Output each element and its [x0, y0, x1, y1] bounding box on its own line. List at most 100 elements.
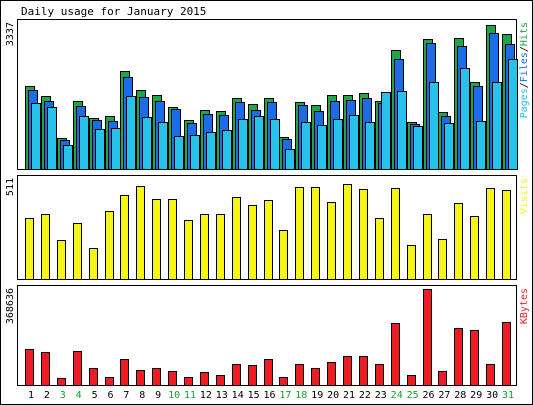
bar-visits-9: [152, 199, 161, 280]
bar-visits-21: [343, 184, 352, 280]
bar-kbytes-6: [105, 377, 114, 386]
bar-visits-13: [216, 214, 225, 280]
bar-pages-30: [492, 82, 502, 170]
bar-kbytes-3: [57, 378, 66, 386]
x-tick-label-4: 4: [76, 390, 82, 401]
bar-pages-23: [381, 92, 391, 170]
bar-visits-23: [375, 218, 384, 280]
bar-kbytes-2: [41, 352, 50, 386]
bar-pages-31: [508, 59, 518, 170]
bar-visits-4: [73, 223, 82, 280]
bar-pages-10: [174, 136, 184, 170]
bar-visits-27: [438, 239, 447, 280]
bar-visits-16: [264, 200, 273, 280]
legend-entry-top-4: Hits: [519, 22, 530, 46]
y-max-label-top: 3337: [5, 22, 16, 46]
bar-visits-3: [57, 240, 66, 280]
bar-kbytes-15: [248, 365, 257, 386]
legend-entry-bottom-0: KBytes: [519, 288, 530, 324]
legend-top: Pages/Files/Hits: [519, 22, 530, 118]
bar-pages-21: [349, 115, 359, 170]
bar-pages-1: [31, 103, 41, 170]
bar-visits-22: [359, 189, 368, 280]
x-tick-label-23: 23: [375, 390, 387, 401]
x-tick-label-30: 30: [486, 390, 498, 401]
x-tick-label-3: 3: [60, 390, 66, 401]
bar-pages-2: [47, 107, 57, 170]
x-tick-label-10: 10: [168, 390, 180, 401]
bar-pages-29: [476, 121, 486, 170]
bar-pages-14: [238, 119, 248, 170]
bar-pages-24: [397, 91, 407, 170]
bar-pages-26: [429, 82, 439, 170]
bar-pages-9: [158, 122, 168, 170]
x-tick-label-6: 6: [107, 390, 113, 401]
bar-pages-13: [222, 130, 232, 170]
bar-kbytes-28: [454, 328, 463, 386]
x-tick-label-16: 16: [263, 390, 275, 401]
bar-kbytes-10: [168, 371, 177, 386]
x-tick-label-25: 25: [407, 390, 419, 401]
bar-pages-27: [444, 123, 454, 170]
bar-kbytes-17: [279, 377, 288, 386]
chart-title: Daily usage for January 2015: [21, 5, 206, 18]
bar-pages-12: [206, 132, 216, 170]
x-tick-label-8: 8: [139, 390, 145, 401]
bar-kbytes-22: [359, 356, 368, 386]
x-tick-label-1: 1: [28, 390, 34, 401]
bar-kbytes-13: [216, 375, 225, 386]
bar-pages-11: [190, 135, 200, 170]
bar-kbytes-21: [343, 356, 352, 386]
bar-visits-30: [486, 188, 495, 280]
bar-kbytes-8: [136, 370, 145, 386]
bar-pages-28: [460, 68, 470, 170]
panel-middle: 511 Visits: [5, 175, 530, 280]
bar-visits-24: [391, 188, 400, 280]
bar-pages-6: [111, 128, 121, 170]
x-tick-label-17: 17: [279, 390, 291, 401]
bar-pages-18: [301, 122, 311, 170]
x-tick-label-18: 18: [295, 390, 307, 401]
x-axis-labels: 1 2 3 4 5 6 7 8 9 10 11 12 13 14 15 16 17 18 19 20 21 22 23 24 2…: [28, 390, 514, 401]
x-tick-label-14: 14: [232, 390, 244, 401]
x-tick-label-2: 2: [44, 390, 50, 401]
bar-kbytes-11: [184, 377, 193, 386]
x-tick-label-13: 13: [216, 390, 228, 401]
bar-pages-19: [317, 125, 327, 170]
x-tick-label-27: 27: [438, 390, 450, 401]
bar-visits-25: [407, 245, 416, 280]
bar-pages-8: [142, 117, 152, 170]
bar-kbytes-14: [232, 364, 241, 386]
x-tick-label-29: 29: [470, 390, 482, 401]
bar-visits-19: [311, 187, 320, 280]
legend-middle: Visits: [519, 178, 530, 214]
bar-kbytes-1: [25, 349, 34, 386]
panel-top: 3337 Pages/Files/Hits: [5, 19, 530, 170]
chart-panels: 3337 Pages/Files/Hits 511 Visits 368636 KByte…: [5, 19, 530, 386]
legend-entry-top-3: /: [519, 46, 530, 52]
bar-kbytes-26: [423, 289, 432, 386]
legend-entry-top-1: /: [519, 82, 530, 88]
bar-visits-18: [295, 187, 304, 280]
x-tick-label-28: 28: [454, 390, 466, 401]
x-tick-label-20: 20: [327, 390, 339, 401]
bar-kbytes-9: [152, 368, 161, 386]
x-tick-label-26: 26: [422, 390, 434, 401]
legend-entry-middle-0: Visits: [519, 178, 530, 214]
x-tick-label-31: 31: [502, 390, 514, 401]
bar-kbytes-23: [375, 364, 384, 386]
bar-kbytes-12: [200, 372, 209, 386]
bar-kbytes-16: [264, 359, 273, 386]
x-tick-label-24: 24: [391, 390, 403, 401]
bar-kbytes-19: [311, 368, 320, 386]
y-max-label-bottom: 368636: [5, 288, 16, 324]
bar-kbytes-20: [327, 362, 336, 386]
panel-bottom: 368636 KBytes: [5, 285, 530, 386]
x-tick-label-15: 15: [248, 390, 260, 401]
bar-visits-2: [41, 214, 50, 280]
legend-entry-top-0: Pages: [519, 88, 530, 118]
bar-visits-14: [232, 197, 241, 280]
bar-visits-20: [327, 202, 336, 280]
x-tick-label-12: 12: [200, 390, 212, 401]
